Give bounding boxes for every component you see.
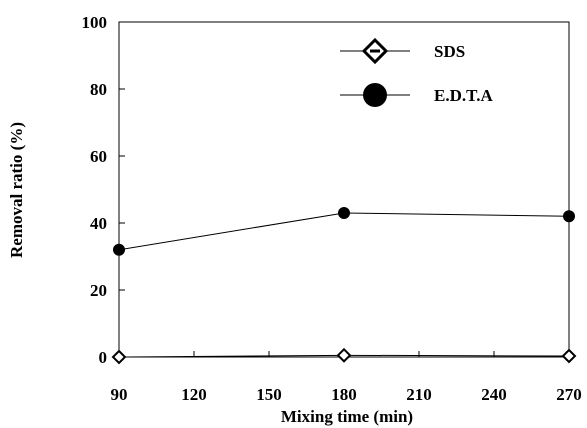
x-tick-label: 120: [181, 385, 207, 404]
x-tick-label: 240: [481, 385, 507, 404]
y-tick-label: 60: [90, 147, 107, 166]
point-edta: [338, 206, 350, 219]
x-tick-label: 210: [406, 385, 432, 404]
y-tick-label: 100: [82, 13, 108, 32]
y-axis-ticks: 0 20 40 60 80 100: [82, 13, 125, 367]
legend-label-edta: E.D.T.A: [434, 86, 493, 105]
series-layer: [111, 206, 577, 365]
x-tick-label: 90: [111, 385, 128, 404]
point-edta: [113, 243, 125, 256]
point-sds: [561, 348, 577, 364]
legend: SDS E.D.T.A: [340, 37, 493, 107]
legend-label-sds: SDS: [434, 42, 465, 61]
x-tick-label: 180: [331, 385, 357, 404]
point-sds: [111, 349, 127, 365]
point-edta: [563, 210, 575, 223]
x-tick-label: 150: [256, 385, 282, 404]
y-axis-title: Removal ratio (%): [7, 122, 26, 258]
x-axis-title: Mixing time (min): [281, 407, 413, 426]
point-sds: [336, 347, 352, 363]
y-tick-label: 0: [99, 348, 108, 367]
x-tick-label: 270: [556, 385, 582, 404]
y-tick-label: 20: [90, 281, 107, 300]
y-tick-label: 40: [90, 214, 107, 233]
legend-marker-edta: [363, 83, 387, 107]
plot-frame: [118, 21, 570, 358]
y-tick-label: 80: [90, 80, 107, 99]
